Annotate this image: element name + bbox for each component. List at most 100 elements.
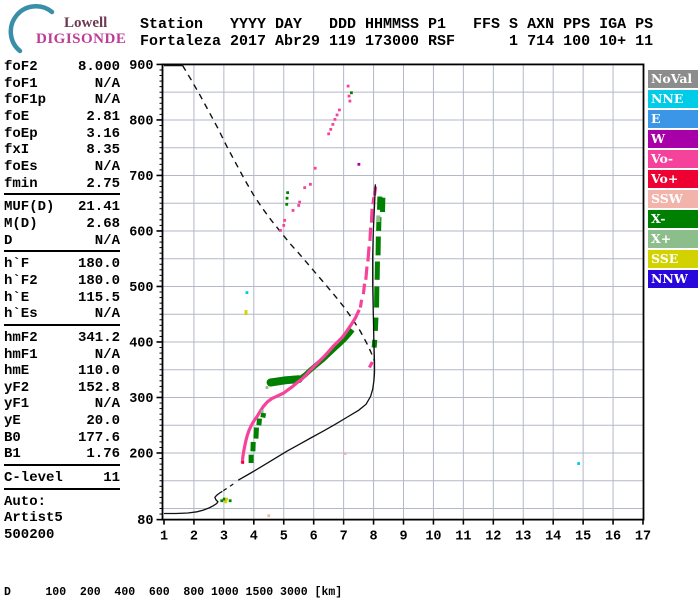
o-trace-bar — [358, 299, 364, 308]
parameter-label: hmF2 — [4, 329, 38, 346]
x-tick-label: 9 — [399, 530, 407, 545]
echo-dot-cyan — [245, 291, 249, 294]
parameter-row: M(D) 2.68 — [4, 216, 120, 233]
parameter-row: h`F 180.0 — [4, 256, 120, 273]
legend-item-ssw: SSW — [648, 190, 698, 209]
parameter-label: foF1p — [4, 92, 47, 109]
legend-item-x: X- — [648, 210, 698, 229]
y-tick-label: 300 — [129, 392, 153, 407]
parameter-row: B0 177.6 — [4, 430, 120, 447]
parameter-label: C-level — [4, 470, 63, 487]
o-trace-bar — [368, 227, 373, 242]
parameter-label: D — [4, 232, 13, 249]
parameter-row: foF1 N/A — [4, 76, 120, 93]
logo-text-digisonde: DIGISONDE — [36, 31, 127, 47]
echo-dot-lgreen — [260, 409, 264, 413]
legend-item-nnw: NNW — [648, 270, 698, 289]
profile-f-region — [237, 184, 377, 481]
parameter-value: 8.000 — [77, 59, 120, 75]
echo-dot-pink — [313, 166, 317, 170]
parameter-row: foE 2.81 — [4, 109, 120, 126]
y-tick-label: 600 — [129, 225, 153, 240]
echo-dot-pink — [329, 127, 333, 131]
legend-item-x: X+ — [648, 230, 698, 249]
parameter-value: N/A — [94, 92, 120, 109]
echo-dot-pink — [297, 204, 301, 207]
o-trace-bar — [364, 266, 369, 280]
parameter-value: N/A — [94, 396, 120, 413]
echo-dot-green — [222, 497, 226, 501]
echo-dot-pink — [327, 132, 331, 136]
x-trace-segment — [260, 412, 267, 418]
autoscaling-info-line: 500200 — [4, 527, 55, 544]
parameter-label: hmF1 — [4, 346, 38, 363]
legend-item-noval: NoVal — [648, 70, 698, 89]
x-tick-label: 15 — [575, 530, 591, 545]
parameter-label: B1 — [4, 446, 21, 463]
echo-dot-green — [220, 499, 224, 503]
x-tick-label: 12 — [485, 530, 501, 545]
parameter-value: N/A — [94, 232, 120, 249]
parameter-label: yF2 — [4, 379, 30, 396]
parameter-label: h`E — [4, 289, 30, 306]
legend-item-vo: Vo- — [648, 150, 698, 169]
echo-dot-salmon — [267, 514, 271, 518]
echo-dot-pink — [331, 122, 335, 126]
parameter-label: M(D) — [4, 215, 38, 232]
parameter-row: yF2 152.8 — [4, 380, 120, 397]
header-row-values: Fortaleza 2017 Abr29 119 173000 RSF 1 71… — [140, 33, 654, 50]
x-tick-label: 1 — [160, 530, 168, 545]
echo-dot-green — [350, 91, 353, 95]
y-tick-label: 80 — [137, 514, 153, 529]
parameter-row: D N/A — [4, 233, 120, 250]
echo-dot-pink — [347, 94, 351, 98]
x-tick-label: 7 — [340, 530, 348, 545]
parameter-value: 2.75 — [86, 175, 120, 192]
parameter-value: 1.76 — [86, 446, 120, 463]
echo-dot-red — [241, 461, 245, 464]
legend-item-nne: NNE — [648, 90, 698, 109]
x-tick-label: 5 — [280, 530, 288, 545]
autoscaling-info-line: Auto: — [4, 493, 47, 510]
parameter-group: foF2 8.000 foF1 N/A foF1p N/A foE 2.81 foEp 3.16 f… — [4, 59, 120, 196]
echo-dot-green — [285, 196, 289, 200]
y-tick-label: 700 — [129, 170, 153, 185]
echo-dot-pink — [282, 224, 286, 227]
parameter-value: 115.5 — [77, 289, 120, 306]
parameter-value: 110.0 — [77, 363, 120, 380]
x-tick-label: 17 — [635, 530, 651, 545]
parameter-row: fmin 2.75 — [4, 176, 120, 193]
echo-dot-pink — [298, 200, 302, 204]
x-tick-label: 13 — [515, 530, 531, 545]
o-trace — [240, 309, 361, 464]
x-tick-label: 2 — [190, 530, 198, 545]
parameter-row: foF2 8.000 — [4, 59, 120, 76]
x-tick-label: 16 — [605, 530, 621, 545]
parameter-value: 2.68 — [86, 215, 120, 232]
x-tick-label: 4 — [250, 530, 258, 545]
echo-dot-green — [286, 191, 290, 195]
echo-dot-green — [228, 499, 232, 503]
o-trace-bar — [366, 246, 371, 262]
echo-dot-cyan — [577, 462, 581, 465]
parameter-row: hmF2 341.2 — [4, 330, 120, 347]
echo-dot-pink — [335, 113, 339, 117]
parameter-value: 8.35 — [86, 142, 120, 159]
parameter-value: 20.0 — [86, 413, 120, 430]
parameter-value: N/A — [94, 306, 120, 323]
parameter-value: 180.0 — [77, 272, 120, 289]
parameter-row: h`F2 180.0 — [4, 273, 120, 290]
y-tick-label: 400 — [129, 336, 153, 351]
parameter-row: fxI 8.35 — [4, 142, 120, 159]
topside-profile-dashed — [181, 65, 376, 362]
x-tick-label: 6 — [310, 530, 318, 545]
echo-dot-purple — [357, 162, 361, 166]
legend-item-vo: Vo+ — [648, 170, 698, 189]
parameter-value: 2.81 — [86, 108, 120, 125]
parameter-row: yE 20.0 — [4, 413, 120, 430]
parameter-group: hmF2 341.2 hmF1 N/A hmE 110.0 yF2 152.8 yF1 N/A yE… — [4, 330, 120, 467]
y-tick-label: 800 — [129, 114, 153, 129]
parameter-value: 11 — [103, 470, 120, 487]
echo-dot-yellow — [225, 497, 228, 501]
o-trace-bar — [367, 361, 374, 369]
